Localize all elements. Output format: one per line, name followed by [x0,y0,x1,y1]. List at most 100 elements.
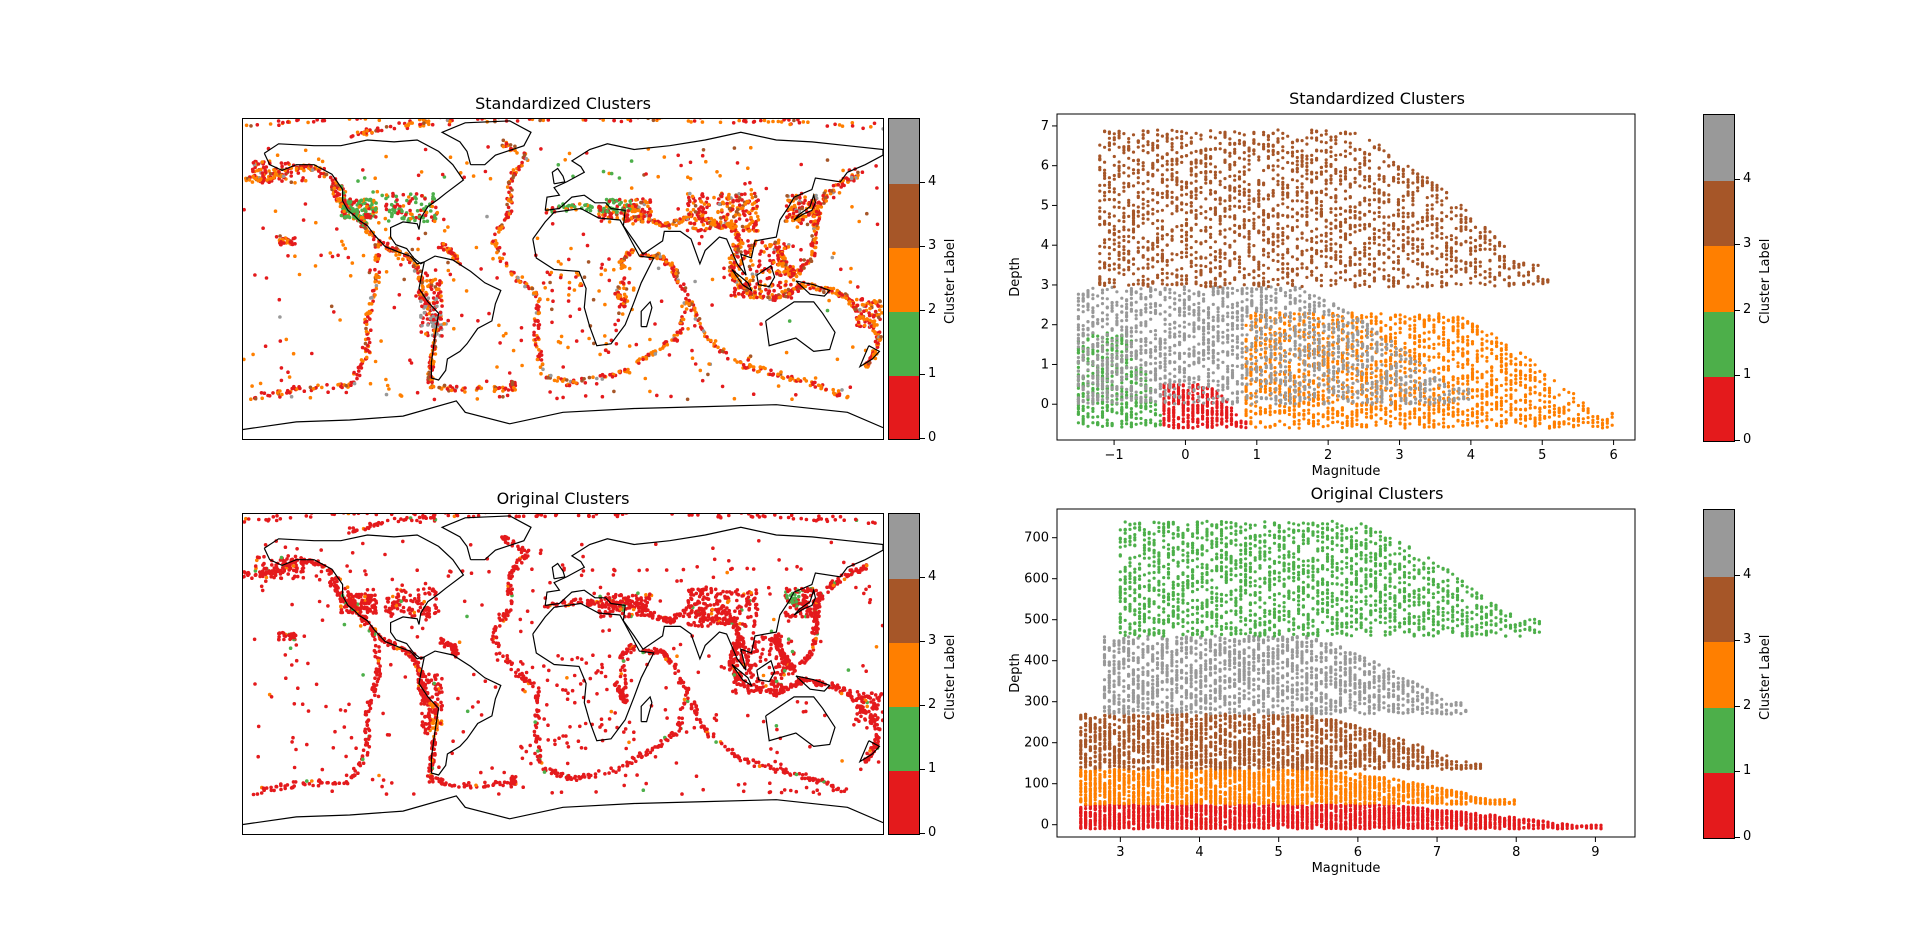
scatter-point [1105,423,1109,427]
map-point [782,242,786,246]
map-point [682,282,686,286]
map-point [591,375,595,380]
map-point [865,317,869,321]
map-point [416,173,421,178]
map-point [614,342,619,346]
map-point [813,385,818,389]
map-point [815,206,819,210]
map-point [688,199,692,204]
map-point [791,211,796,216]
map-point [280,164,284,169]
map-point [672,274,677,279]
map-point [364,312,368,316]
map-point [432,397,437,402]
map-point [751,275,755,279]
scatter-point [1287,352,1291,356]
map-point [736,247,741,251]
map-point [536,308,540,312]
map-point [616,293,621,297]
map-point [249,397,253,402]
map-point [449,388,454,393]
map-point [383,216,388,221]
map-point [301,176,305,180]
map-point [497,323,501,328]
scatter-point [1205,416,1209,420]
scatter-point [1205,413,1209,417]
map-point [384,392,389,397]
coastline [532,207,655,347]
scatter-point [1249,357,1253,361]
map-point [297,385,301,389]
map-point [686,327,690,331]
scatter-point [1139,404,1143,408]
map-point [289,170,294,175]
scatter-point [1292,422,1296,426]
map-point [342,209,346,214]
map-point [685,208,690,212]
map-point [776,241,781,245]
map-point [420,304,424,309]
map-point [316,157,321,161]
map-point [286,254,290,258]
map-point [310,351,314,356]
map-point [609,171,614,176]
map-point [797,209,801,214]
map-point [423,213,428,218]
map-point [756,264,761,269]
map-point [785,194,789,198]
map-point [493,387,498,392]
map-point [679,220,684,224]
map-point [423,304,428,309]
map-point [712,195,716,200]
map-point [567,203,571,208]
map-point [437,385,441,390]
map-point [448,119,452,124]
coastline [795,280,831,297]
map-point [718,220,723,224]
scatter-point [1244,401,1248,406]
map-point [316,383,320,388]
map-point [831,387,835,392]
map-point [832,251,836,256]
map-point [693,210,698,214]
scatter-point [1172,411,1176,415]
map-point [799,221,803,226]
map-point [651,119,656,123]
map-point [559,262,563,266]
scatter-point [1244,356,1248,361]
scatter-point [1167,418,1171,422]
map-point [347,119,352,121]
map-point [607,199,612,204]
map-point [615,210,619,214]
map-point [581,232,586,237]
map-point [787,198,791,203]
map-point [394,253,398,257]
map-point [800,206,804,211]
map-point [438,317,443,321]
map-point [602,206,606,211]
map-point [802,201,806,205]
map-point [431,314,435,319]
map-point [326,390,330,395]
scatter-point [1115,411,1119,415]
map-point [368,381,373,386]
scatter-point [1326,415,1330,419]
map-point [568,314,573,319]
map-point [442,322,446,326]
map-point [546,119,551,122]
map-point [717,202,722,207]
map-point [424,332,428,336]
scatter-point [1081,344,1085,348]
map-point [784,204,789,208]
scatter-point [1311,404,1316,408]
scatter-point [1225,405,1229,409]
map-point [881,127,883,131]
map-point [617,311,621,315]
map-point [303,178,308,183]
scatter-point [1081,381,1085,385]
map-point [692,306,697,310]
map-point [422,121,426,125]
map-point [384,207,389,212]
map-point [567,257,571,262]
map-point [868,306,872,311]
